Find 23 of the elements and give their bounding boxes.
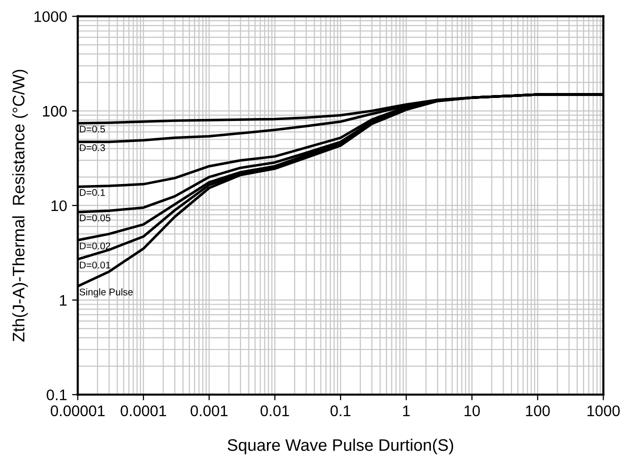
y-tick-label: 10 <box>52 200 67 212</box>
x-tick-label: 0.00001 <box>50 405 105 416</box>
annotation: D=0.3 <box>80 144 105 152</box>
annotation: D=0.1 <box>80 189 105 196</box>
x-tick-label: 10 <box>464 405 480 416</box>
annotation: D=0.01 <box>80 262 110 268</box>
y-tick-label: 1000 <box>34 11 67 22</box>
x-tick-label: 1000 <box>588 405 620 416</box>
x-tick-label: 0.001 <box>190 405 228 416</box>
annotation: D=0.5 <box>80 126 105 133</box>
x-tick-label: 1 <box>403 406 410 416</box>
y-tick-label: 1 <box>60 295 67 306</box>
annotation: D=0.02 <box>80 242 110 250</box>
x-tick-label: 100 <box>526 405 550 416</box>
annotation: D=0.05 <box>80 214 110 222</box>
x-axis-title: Square Wave Pulse Durtion(S) <box>228 438 454 454</box>
x-tick-label: 0.01 <box>260 405 289 416</box>
annotation: Single Pulse <box>80 288 133 298</box>
x-tick-label: 0.0001 <box>120 405 166 416</box>
y-axis-title: Zth(J-A)-Thermal Resistance (°C/W) <box>12 70 28 342</box>
y-tick-label: 100 <box>43 106 67 117</box>
x-tick-label: 0.1 <box>330 405 350 416</box>
y-tick-label: 0.1 <box>46 389 67 400</box>
